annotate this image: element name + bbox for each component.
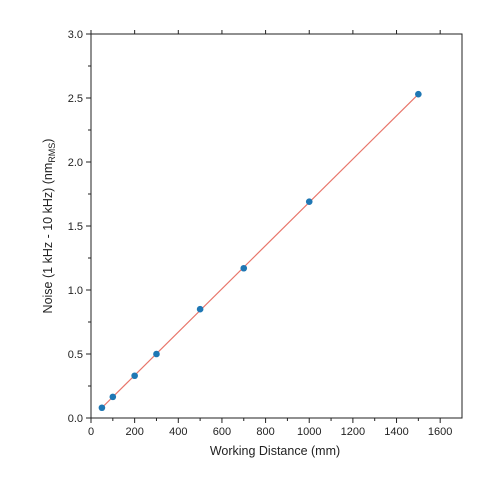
x-tick-label: 1000 <box>297 426 321 438</box>
y-tick-label: 0.5 <box>68 349 83 361</box>
x-tick-label: 1200 <box>341 426 365 438</box>
y-tick-label: 1.5 <box>68 221 83 233</box>
fit-line-layer <box>101 93 419 409</box>
x-tick-label: 400 <box>169 426 187 438</box>
fit-line <box>101 93 419 409</box>
y-tick-label: 1.0 <box>68 285 83 297</box>
ticks: 0 200 400 600 800 1000 1200 1400 1600 0.0 0.5 1.0 1.… <box>68 29 453 438</box>
y-axis-title-main: Noise (1 kHz - 10 kHz) (nm <box>41 163 55 314</box>
x-tick-label: 600 <box>213 426 231 438</box>
y-tick-label: 2.5 <box>68 93 83 105</box>
data-point <box>305 198 313 205</box>
y-tick-label: 3.0 <box>68 29 83 41</box>
x-tick-label: 1600 <box>428 426 452 438</box>
plot-border <box>90 33 463 419</box>
data-point <box>109 393 117 401</box>
y-axis-title: Noise (1 kHz - 10 kHz) (nmRMS) <box>41 139 57 314</box>
data-point <box>196 305 204 313</box>
x-tick-label: 0 <box>88 426 94 438</box>
y-tick-label: 0.0 <box>68 413 83 425</box>
data-point <box>153 350 160 358</box>
data-point <box>415 90 422 98</box>
data-point <box>98 404 106 412</box>
y-axis-title-subscript: RMS <box>47 143 57 163</box>
x-tick-label: 200 <box>125 426 143 438</box>
y-tick-label: 2.0 <box>68 157 83 169</box>
x-axis-title: Working Distance (mm) <box>210 444 340 458</box>
x-tick-label: 1400 <box>384 426 408 438</box>
data-point <box>131 372 138 380</box>
x-tick-label: 800 <box>256 426 274 438</box>
data-points <box>98 90 422 412</box>
data-point <box>240 264 248 272</box>
y-axis-title-close: ) <box>41 139 55 143</box>
axes-frame <box>90 33 463 419</box>
